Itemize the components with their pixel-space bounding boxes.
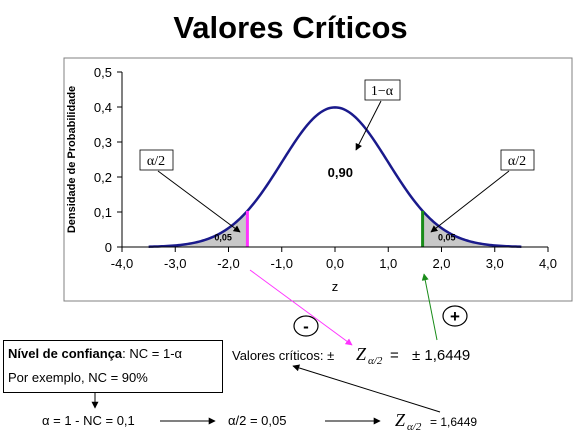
confidence-label: Nível de confiança [8, 346, 123, 361]
y-tick-label: 0 [105, 240, 112, 255]
minus-sign: - [303, 317, 309, 336]
arrow-back-to-critical [292, 364, 441, 413]
center-callout-box [364, 79, 401, 101]
left-tail-area [148, 210, 248, 247]
x-tick-label: 1,0 [379, 256, 397, 271]
y-tick-group: 0 0,1 0,2 0,3 0,4 0,5 [94, 65, 122, 255]
x-tick-label: -2,0 [217, 256, 239, 271]
pink-connector-arrow [249, 269, 353, 346]
critical-value-text: ± 1,6449 [412, 347, 470, 364]
z-result-value: = 1,6449 [430, 415, 477, 429]
confidence-formula: : NC = 1-α [122, 346, 183, 361]
minus-circle [293, 315, 319, 337]
x-tick-label: 4,0 [539, 256, 557, 271]
left-callout-arrow [157, 170, 241, 233]
right-callout-arrow [430, 170, 510, 233]
right-tail-label: 0,05 [438, 233, 456, 243]
center-callout: 1−α [371, 84, 394, 99]
x-tick-label: -1,0 [271, 256, 293, 271]
right-tail-area [422, 210, 522, 247]
right-alpha-callout-box [500, 149, 535, 171]
x-tick-label: 2,0 [432, 256, 450, 271]
left-tail-label: 0,05 [214, 233, 232, 243]
critical-z-subscript: α/2 [368, 355, 383, 367]
critical-equals: = [390, 347, 399, 364]
x-tick-label: -3,0 [164, 256, 186, 271]
right-alpha-callout: α/2 [508, 154, 526, 169]
x-tick-group: -4,0 -3,0 -2,0 -1,0 0,0 1,0 2,0 3,0 4,0 [111, 247, 557, 271]
alpha-equation: α = 1 - NC = 0,1 [42, 413, 135, 428]
critical-z-symbol: Z [356, 344, 367, 364]
confidence-box: Nível de confiança: NC = 1-α Por exemplo… [3, 340, 223, 393]
page-title: Valores Críticos [173, 10, 408, 45]
density-curve [148, 106, 522, 248]
left-alpha-callout-box [139, 149, 174, 171]
z-result-symbol: Z [395, 410, 406, 430]
critical-values-text: Valores críticos: ± [232, 348, 334, 363]
y-tick-label: 0,2 [94, 170, 112, 185]
confidence-line: Nível de confiança: NC = 1-α [8, 346, 182, 361]
y-tick-label: 0,4 [94, 100, 112, 115]
y-tick-label: 0,5 [94, 65, 112, 80]
y-tick-label: 0,3 [94, 135, 112, 150]
plus-sign: + [450, 307, 460, 326]
y-tick-label: 0,1 [94, 205, 112, 220]
x-tick-label: 3,0 [486, 256, 504, 271]
green-connector-arrow [421, 273, 438, 341]
chart-frame [63, 57, 573, 302]
half-alpha-equation: α/2 = 0,05 [228, 413, 286, 428]
x-tick-label: 0,0 [326, 256, 344, 271]
left-alpha-callout: α/2 [147, 154, 165, 169]
x-tick-label: -4,0 [111, 256, 133, 271]
example-text: Por exemplo, NC = 90% [8, 370, 148, 385]
center-callout-arrow [355, 100, 382, 151]
y-axis-label: Densidade de Probabilidade [66, 86, 78, 233]
x-axis-label: z [332, 279, 339, 294]
z-result-subscript: α/2 [407, 421, 422, 433]
plus-circle [442, 305, 468, 327]
center-area-label: 0,90 [328, 165, 353, 180]
